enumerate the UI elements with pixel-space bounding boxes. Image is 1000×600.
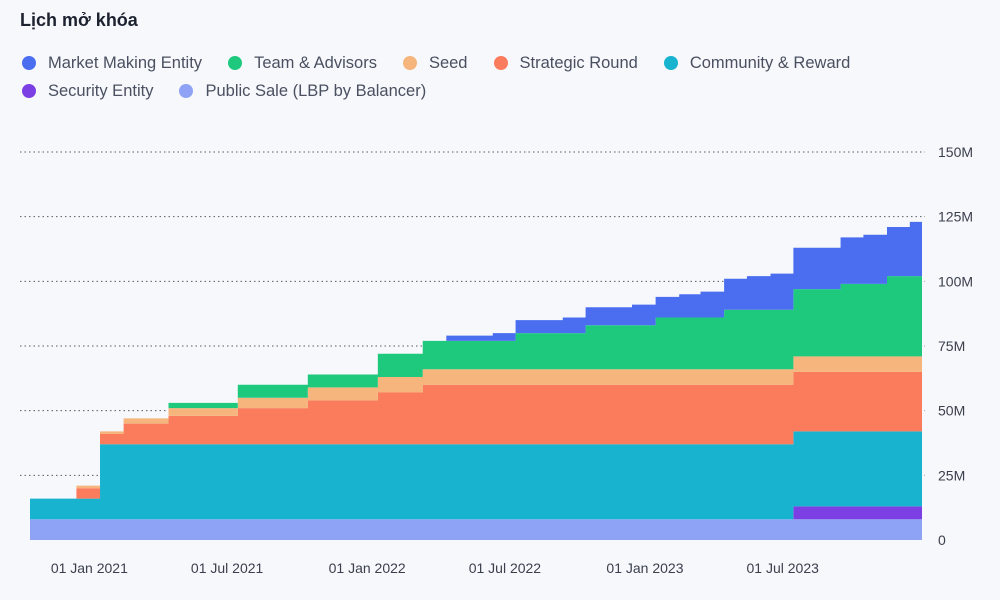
legend-item-seed[interactable]: Seed (402, 52, 468, 74)
area-series-market-making-entity[interactable] (30, 221, 922, 499)
y-tick-label: 0 (938, 532, 946, 548)
area-series-group (30, 221, 922, 540)
area-series-public-sale-lbp-by-balancer[interactable] (30, 519, 922, 540)
area-series-security-entity[interactable] (30, 506, 922, 520)
x-tick-label: 01 Jan 2022 (329, 560, 406, 576)
legend-label: Community & Reward (689, 53, 851, 72)
legend-item-strategic-round[interactable]: Strategic Round (493, 52, 638, 74)
chart-legend: Market Making Entity Team & Advisors See… (22, 52, 962, 102)
legend-dot-icon (22, 56, 36, 70)
legend-item-public-sale[interactable]: Public Sale (LBP by Balancer) (179, 80, 426, 102)
legend-item-community-reward[interactable]: Community & Reward (663, 52, 851, 74)
legend-dot-icon (493, 56, 508, 70)
y-tick-label: 50M (938, 403, 965, 419)
x-tick-label: 01 Jan 2021 (51, 560, 128, 576)
legend-dot-icon (402, 56, 417, 70)
legend-dot-icon (663, 56, 678, 70)
legend-dot-icon (179, 84, 194, 98)
chart-title: Lịch mở khóa (20, 10, 138, 30)
legend-label: Team & Advisors (254, 53, 377, 72)
x-axis-ticks: 01 Jan 2021 01 Jul 2021 01 Jan 2022 01 Jul … (51, 560, 819, 576)
legend-item-market-making[interactable]: Market Making Entity (22, 52, 202, 74)
y-tick-label: 125M (938, 209, 973, 225)
legend-dot-icon (228, 56, 243, 70)
legend-label: Security Entity (48, 81, 154, 100)
x-tick-label: 01 Jul 2022 (469, 560, 542, 576)
y-tick-label: 25M (938, 467, 965, 483)
y-axis-ticks: 0 25M 50M 75M 100M 125M 150M (938, 144, 973, 548)
legend-item-team-advisors[interactable]: Team & Advisors (228, 52, 377, 74)
x-tick-label: 01 Jan 2023 (606, 560, 683, 576)
area-series-seed[interactable] (30, 356, 922, 499)
y-tick-label: 150M (938, 144, 973, 160)
y-tick-label: 75M (938, 338, 965, 354)
legend-label: Seed (428, 53, 468, 72)
area-series-community-reward[interactable] (30, 431, 922, 520)
x-tick-label: 01 Jul 2023 (747, 560, 820, 576)
area-series-strategic-round[interactable] (30, 371, 922, 499)
legend-label: Market Making Entity (48, 53, 203, 72)
legend-label: Strategic Round (519, 53, 638, 72)
legend-item-security-entity[interactable]: Security Entity (22, 80, 153, 102)
y-tick-label: 100M (938, 273, 973, 289)
legend-label: Public Sale (LBP by Balancer) (205, 81, 427, 100)
legend-dot-icon (22, 84, 36, 98)
x-tick-label: 01 Jul 2021 (191, 560, 264, 576)
area-series-team-advisors[interactable] (30, 276, 922, 499)
